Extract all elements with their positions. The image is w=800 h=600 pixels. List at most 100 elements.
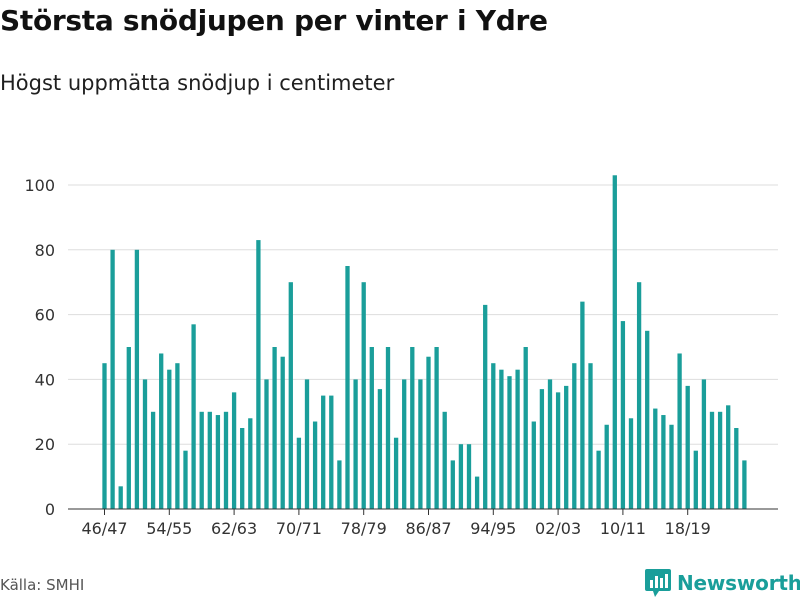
bar: 55/56: 45: [175, 363, 180, 509]
bar: 00/01: 37: [539, 389, 545, 509]
bar: 47/48: 80: [110, 249, 115, 510]
bar: 61/62: 30: [223, 411, 229, 509]
bar: 51/52: 40: [142, 379, 148, 509]
bar: 12/13: 70: [636, 282, 642, 509]
bar: 16/17: 26: [669, 424, 674, 509]
bar: 89/90: 15: [450, 460, 455, 509]
bar: 66/67: 40: [264, 379, 269, 509]
bar: 50/51: 80: [134, 249, 140, 510]
bar: 06/07: 45: [588, 363, 593, 509]
bar: 10/11: 58: [620, 321, 626, 509]
bar: 84/85: 50: [410, 347, 415, 509]
x-tick-label: 86/87: [405, 519, 451, 538]
bar: 96/97: 41: [507, 376, 512, 509]
x-tick-label: 46/47: [81, 519, 127, 538]
bar: 09/10: 103: [612, 175, 617, 509]
bar: 60/61: 29: [215, 415, 221, 509]
bar: 03/04: 38: [564, 385, 569, 509]
x-axis: [68, 508, 778, 515]
bar: 93/94: 63: [483, 304, 488, 509]
bar: 02/03: 36: [555, 392, 561, 509]
y-tick-label: 0: [45, 500, 55, 519]
x-tick-label: 18/19: [665, 519, 711, 538]
bar: 97/98: 43: [515, 369, 520, 509]
bar: undefined: 15: [742, 460, 747, 509]
gridlines: [68, 184, 778, 445]
bar: 05/06: 64: [580, 301, 585, 509]
bar: 94/95: 45: [491, 363, 496, 509]
bar: 08/09: 26: [604, 424, 609, 509]
x-axis-tick-labels: 46/47 54/55 62/63 70/71 78/79 86/87 94/95 02/03…: [81, 519, 710, 538]
bar: 90/91: 20: [458, 444, 464, 509]
bar: 19/20: 18: [693, 450, 698, 509]
bar: 65/66: 83: [256, 240, 261, 509]
bar: 72/73: 27: [312, 421, 318, 509]
bar-chart-logo-icon: [645, 569, 671, 597]
chart-title: Största snödjupen per vinter i Ydre: [0, 4, 548, 37]
bar: 56/57: 18: [183, 450, 188, 509]
bar: 17/18: 48: [677, 353, 682, 509]
bar: 01/02: 40: [547, 379, 553, 509]
bar: 83/84: 40: [402, 379, 407, 509]
bar: 22/23: 30: [717, 411, 723, 509]
bar: 77/78: 40: [353, 379, 358, 509]
bar: 15/16: 29: [661, 415, 666, 509]
bar: 87/88: 50: [434, 347, 439, 509]
bar: 64/65: 28: [248, 418, 253, 509]
bar: 81/82: 50: [385, 347, 391, 509]
bar: 76/77: 75: [345, 266, 350, 509]
bar: 98/99: 50: [523, 347, 528, 509]
bar: 67/68: 50: [272, 347, 277, 509]
bar: 13/14: 55: [645, 330, 650, 509]
bar: 21/22: 30: [709, 411, 715, 509]
y-tick-label: 40: [35, 370, 55, 389]
bar: 99/00: 27: [531, 421, 536, 509]
bar: 52/53: 30: [150, 411, 156, 509]
bar: 14/15: 31: [653, 408, 658, 509]
bar: 58/59: 30: [199, 411, 204, 509]
bar: 92/93: 10: [474, 476, 480, 509]
bar: 68/69: 47: [280, 356, 285, 509]
bar: 07/08: 18: [596, 450, 601, 509]
bar: 23/24: 32: [726, 405, 731, 509]
chart-subtitle: Högst uppmätta snödjup i centimeter: [0, 71, 395, 95]
bars: 46/47: 4547/48: 8048/49: 749/50: 5050/51…: [102, 175, 747, 510]
x-tick-label: 78/79: [341, 519, 387, 538]
bar: 63/64: 25: [240, 428, 245, 509]
y-tick-label: 20: [35, 435, 55, 454]
x-tick-label: 94/95: [470, 519, 516, 538]
bar: 20/21: 40: [701, 379, 707, 509]
bar: 86/87: 47: [426, 356, 431, 509]
bar: 78/79: 70: [361, 282, 366, 509]
bar: 95/96: 43: [499, 369, 504, 509]
bar: 80/81: 37: [377, 389, 383, 509]
bar: 85/86: 40: [418, 379, 423, 509]
bar: 57/58: 57: [191, 324, 196, 509]
x-tick-label: 02/03: [535, 519, 581, 538]
brand-name: Newsworthy: [677, 571, 800, 595]
y-tick-label: 80: [35, 241, 55, 260]
bar: 71/72: 40: [304, 379, 310, 509]
bar: 59/60: 30: [207, 411, 212, 509]
bar: 54/55: 43: [167, 369, 172, 509]
x-tick-label: 62/63: [211, 519, 257, 538]
bar: 82/83: 22: [393, 437, 399, 509]
y-tick-label: 100: [24, 176, 55, 195]
bar: 11/12: 28: [628, 418, 634, 509]
bar: 62/63: 36: [231, 392, 237, 509]
bar: 73/74: 35: [321, 395, 326, 509]
bar: 79/80: 50: [369, 347, 374, 509]
source-note: Källa: SMHI: [0, 576, 85, 594]
bar: 48/49: 7: [118, 486, 123, 509]
brand-logo: Newsworthy: [645, 569, 800, 597]
bar: 91/92: 20: [466, 444, 472, 509]
bar: 04/05: 45: [572, 363, 577, 509]
x-tick-label: 70/71: [276, 519, 322, 538]
bar: 69/70: 70: [288, 282, 293, 509]
bar: 46/47: 45: [102, 363, 107, 509]
bar: 70/71: 22: [296, 437, 302, 509]
bar: 53/54: 48: [159, 353, 164, 509]
bar: 49/50: 50: [126, 347, 131, 509]
x-tick-label: 10/11: [600, 519, 646, 538]
